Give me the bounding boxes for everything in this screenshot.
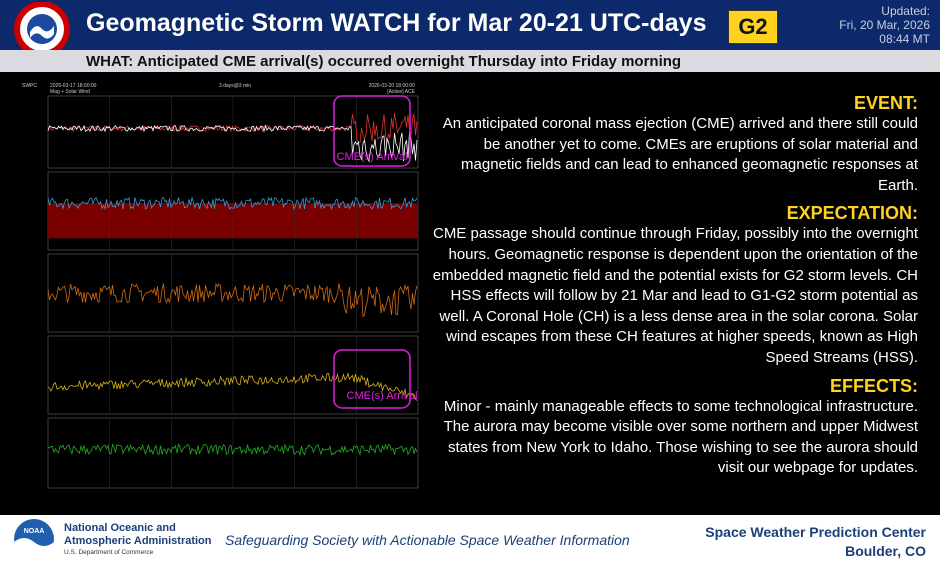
title: Geomagnetic Storm WATCH for Mar 20-21 UT…	[86, 9, 707, 37]
section-text: An anticipated coronal mass ejection (CM…	[442, 115, 918, 194]
section-heading: EVENT:	[853, 93, 918, 113]
updated-time: 08:44 MT	[879, 32, 930, 46]
org-line: U.S. Department of Commerce	[64, 549, 154, 556]
header	[0, 0, 940, 50]
noaa-logo: NOAA	[14, 519, 55, 560]
what-band	[0, 50, 940, 72]
annotation: CME(s) Arrival	[347, 390, 418, 402]
what-text: WHAT: Anticipated CME arrival(s) occurre…	[86, 53, 682, 70]
section-text: Minor - mainly manageable effects to som…	[443, 397, 918, 477]
annotation-box	[333, 349, 411, 409]
section-text: CME passage should continue through Frid…	[432, 225, 918, 366]
solar-wind-plot: SWPC 2026-03-17 18:00:00 Mag + Solar Win…	[20, 78, 425, 508]
footer	[0, 515, 940, 562]
plot-start: 2026-03-17 18:00:00	[50, 83, 97, 89]
plot-span: 3 days@3 min	[219, 83, 251, 89]
text-column: EVENT: An anticipated coronal mass eject…	[430, 90, 918, 479]
annotation: CME(s) Arrival	[337, 151, 408, 163]
panel-trace	[47, 372, 418, 401]
plot-subtitle: Mag + Solar Wind	[50, 89, 90, 95]
plot-source: SWPC	[22, 83, 37, 89]
center-name: Space Weather Prediction Center	[705, 524, 926, 540]
org-line: National Oceanic and	[64, 522, 176, 534]
panel-trace	[47, 443, 418, 456]
plot-end: 2026-03-20 18:00:00	[369, 83, 416, 89]
storm-level: G2	[728, 10, 778, 44]
nws-logo	[14, 2, 70, 57]
plot-spacecraft: [Active] ACE	[387, 89, 415, 95]
panel-trace	[47, 112, 418, 144]
panel-trace	[47, 282, 418, 318]
org-line: Atmospheric Administration	[64, 535, 212, 547]
noaa-logo-text: NOAA	[24, 528, 45, 535]
annotation-box	[333, 95, 411, 167]
section-heading: EFFECTS:	[830, 375, 918, 396]
location: Boulder, CO	[845, 543, 926, 559]
updated-label: Updated:	[881, 4, 930, 18]
updated-date: Fri, 20 Mar, 2026	[839, 18, 930, 32]
section-heading: EXPECTATION:	[786, 203, 918, 224]
panel-trace	[47, 196, 418, 211]
tagline: Safeguarding Society with Actionable Spa…	[225, 532, 630, 548]
panel-trace	[47, 124, 418, 163]
